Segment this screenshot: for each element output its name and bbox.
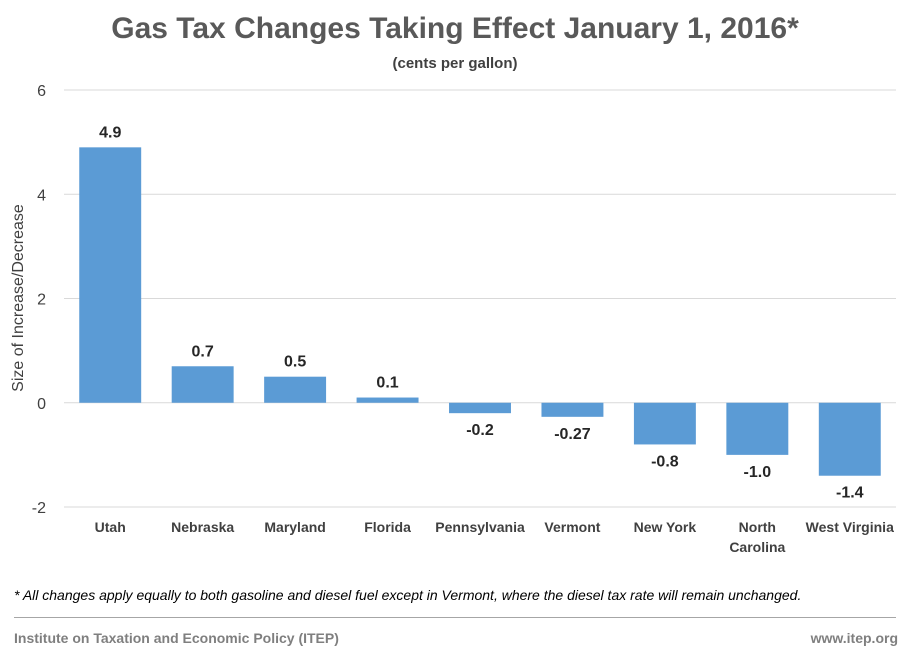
bar-north-carolina [726,402,789,455]
x-tick-label: Vermont [544,519,600,535]
x-tick-label-line: Vermont [544,519,600,535]
data-labels: 4.9 0.7 0.5 0.1 -0.2 -0.27 -0.8 -1.0 -1.4 [99,124,864,501]
footnote: * All changes apply equally to both gaso… [14,587,802,603]
x-tick-label: Nebraska [171,519,234,535]
x-tick-label: West Virginia [806,519,894,535]
x-tick-label-line: New York [634,519,697,535]
x-tick-label: New York [634,519,697,535]
x-tick-labels: Utah Nebraska Maryland Florida Pennsylvania V… [95,519,894,555]
chart-title: Gas Tax Changes Taking Effect January 1,… [111,12,799,45]
bars [79,147,881,476]
x-tick-label: Maryland [264,519,325,535]
x-tick-label-line: North [739,519,776,535]
x-tick-label-line: West Virginia [806,519,894,535]
website-link[interactable]: www.itep.org [810,630,898,646]
x-tick-label-line: Pennsylvania [435,519,525,535]
bar-florida [356,397,419,403]
y-tick-label: 4 [37,187,46,204]
x-tick-label: Florida [364,519,411,535]
x-tick-label-line: Florida [364,519,411,535]
bar-west-virginia [818,402,881,476]
y-tick-label: -2 [32,500,46,517]
y-tick-label: 6 [37,83,46,100]
y-axis-label: Size of Increase/Decrease [10,204,27,392]
x-tick-label-line: Utah [95,519,126,535]
y-tick-label: 0 [37,396,46,413]
data-label: -1.4 [836,485,864,502]
bar-new-york [633,402,696,445]
data-label: 4.9 [99,124,121,141]
data-label: 0.5 [284,354,306,371]
x-tick-label: Utah [95,519,126,535]
x-tick-label: North Carolina [729,519,785,555]
data-label: 0.1 [376,375,398,392]
data-label: -1.0 [744,464,772,481]
bar-nebraska [171,366,234,403]
x-tick-label-line: Maryland [264,519,325,535]
bar-vermont [541,402,604,417]
footer-divider [14,617,896,618]
bar-pennsylvania [449,402,511,414]
data-label: -0.8 [651,453,679,470]
bar-maryland [264,376,327,403]
x-tick-label: Pennsylvania [435,519,525,535]
x-tick-label-line: Nebraska [171,519,234,535]
y-tick-label: 2 [37,292,46,309]
chart-subtitle: (cents per gallon) [392,55,518,72]
y-tick-labels: -2 0 2 4 6 [32,83,46,517]
source-credit: Institute on Taxation and Economic Polic… [14,630,339,646]
data-label: -0.27 [554,426,591,443]
bar-utah [79,147,142,403]
x-tick-label-line: Carolina [729,539,785,555]
data-label: -0.2 [466,422,494,439]
bar-chart: 4.9 0.7 0.5 0.1 -0.2 -0.27 -0.8 -1.0 -1.4 -2 0 2 4 6… [10,83,896,555]
data-label: 0.7 [192,343,214,360]
